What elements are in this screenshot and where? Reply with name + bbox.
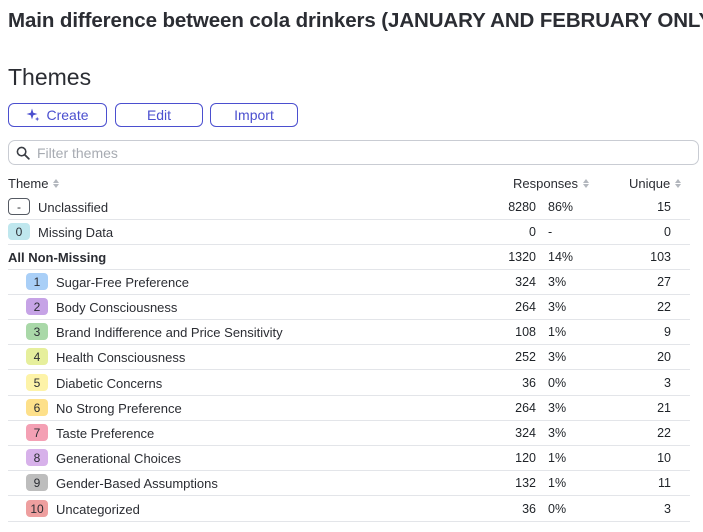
section-title: Themes [8, 64, 92, 90]
theme-number-badge: 6 [26, 399, 48, 416]
sparkle-icon [26, 108, 40, 122]
unique-count: 27 [657, 275, 671, 289]
theme-label: Unclassified [38, 200, 109, 215]
theme-label: Sugar-Free Preference [56, 275, 189, 290]
theme-label: Uncategorized [56, 502, 140, 517]
unique-count: 11 [658, 476, 671, 490]
table-row[interactable]: - Unclassified 8280 86% 15 [8, 195, 690, 220]
responses-count: 324 [515, 426, 536, 440]
theme-label: Taste Preference [56, 426, 155, 441]
theme-number-badge: 5 [26, 374, 48, 391]
unique-count: 0 [664, 225, 671, 239]
table-row[interactable]: 9 Gender-Based Assumptions 132 1% 11 [8, 471, 690, 496]
table-row[interactable]: 4 Health Consciousness 252 3% 20 [8, 345, 690, 370]
table-row[interactable]: 10 Uncategorized 36 0% 3 [8, 497, 690, 522]
theme-number-badge: 10 [26, 500, 48, 517]
column-header-responses[interactable]: Responses [513, 176, 591, 191]
table-row[interactable]: 2 Body Consciousness 264 3% 22 [8, 295, 690, 320]
unique-count: 9 [664, 325, 671, 339]
edit-button[interactable]: Edit [115, 103, 203, 127]
column-header-theme[interactable]: Theme [8, 176, 61, 191]
responses-count: 264 [515, 300, 536, 314]
responses-percent: - [548, 225, 553, 239]
theme-label: Health Consciousness [56, 350, 186, 365]
import-button-label: Import [234, 107, 274, 123]
create-button-label: Create [46, 107, 89, 123]
unique-count: 21 [657, 401, 671, 415]
responses-percent: 3% [548, 401, 567, 415]
table-row[interactable]: All Non-Missing 1320 14% 103 [8, 245, 690, 270]
sort-icon [583, 178, 591, 189]
filter-themes-field[interactable] [8, 140, 699, 165]
theme-number-badge: 8 [26, 449, 48, 466]
page-title: Main difference between cola drinkers (J… [8, 9, 703, 32]
responses-percent: 1% [548, 451, 567, 465]
responses-count: 0 [529, 225, 536, 239]
theme-label: Diabetic Concerns [56, 376, 163, 391]
unique-count: 3 [664, 376, 671, 390]
column-header-unique-label: Unique [629, 176, 671, 191]
responses-count: 264 [515, 401, 536, 415]
column-header-unique[interactable]: Unique [629, 176, 683, 191]
responses-count: 252 [515, 350, 536, 364]
responses-percent: 3% [548, 275, 567, 289]
unique-count: 22 [657, 300, 671, 314]
theme-label: All Non-Missing [8, 250, 107, 265]
unique-count: 20 [657, 350, 671, 364]
theme-number-badge: 4 [26, 348, 48, 365]
theme-number-badge: 3 [26, 323, 48, 340]
theme-label: No Strong Preference [56, 401, 182, 416]
responses-percent: 3% [548, 426, 567, 440]
responses-count: 324 [515, 275, 536, 289]
responses-percent: 3% [548, 350, 567, 364]
responses-percent: 0% [548, 502, 567, 516]
column-header-responses-label: Responses [513, 176, 579, 191]
theme-number-badge: 9 [26, 474, 48, 491]
import-button[interactable]: Import [210, 103, 298, 127]
unique-count: 3 [664, 502, 671, 516]
search-icon [16, 146, 30, 160]
theme-label: Brand Indifference and Price Sensitivity [56, 325, 283, 340]
responses-percent: 14% [548, 250, 574, 264]
theme-number-badge: 1 [26, 273, 48, 290]
table-row[interactable]: 6 No Strong Preference 264 3% 21 [8, 396, 690, 421]
theme-number-badge: 0 [8, 223, 30, 240]
table-row[interactable]: 0 Missing Data 0-0 [8, 220, 690, 245]
table-row[interactable]: 5 Diabetic Concerns 36 0% 3 [8, 371, 690, 396]
column-header-theme-label: Theme [8, 176, 49, 191]
responses-count: 36 [522, 376, 536, 390]
table-row[interactable]: 1 Sugar-Free Preference 324 3% 27 [8, 270, 690, 295]
responses-count: 132 [515, 476, 536, 490]
responses-count: 120 [515, 451, 536, 465]
responses-percent: 3% [548, 300, 567, 314]
edit-button-label: Edit [146, 107, 172, 123]
responses-count: 1320 [508, 250, 536, 264]
sort-icon [675, 178, 683, 189]
filter-themes-input[interactable] [37, 144, 698, 161]
unique-count: 22 [657, 426, 671, 440]
theme-label: Gender-Based Assumptions [56, 476, 218, 491]
unique-count: 10 [657, 451, 671, 465]
responses-percent: 0% [548, 376, 567, 390]
responses-count: 8280 [508, 200, 536, 214]
responses-percent: 1% [548, 325, 567, 339]
theme-number-badge: - [8, 198, 30, 215]
theme-label: Body Consciousness [56, 300, 178, 315]
theme-number-badge: 7 [26, 424, 48, 441]
responses-percent: 1% [548, 476, 567, 490]
table-row[interactable]: 3 Brand Indifference and Price Sensitivit… [8, 320, 690, 345]
unique-count: 15 [657, 200, 671, 214]
responses-count: 108 [515, 325, 536, 339]
create-button[interactable]: Create [8, 103, 107, 127]
responses-count: 36 [522, 502, 536, 516]
responses-percent: 86% [548, 200, 574, 214]
unique-count: 103 [650, 250, 671, 264]
theme-number-badge: 2 [26, 298, 48, 315]
table-row[interactable]: 7 Taste Preference 324 3% 22 [8, 421, 690, 446]
theme-label: Missing Data [38, 225, 114, 240]
sort-icon [53, 178, 61, 189]
table-row[interactable]: 8 Generational Choices 120 1% 10 [8, 446, 690, 471]
theme-label: Generational Choices [56, 451, 182, 466]
